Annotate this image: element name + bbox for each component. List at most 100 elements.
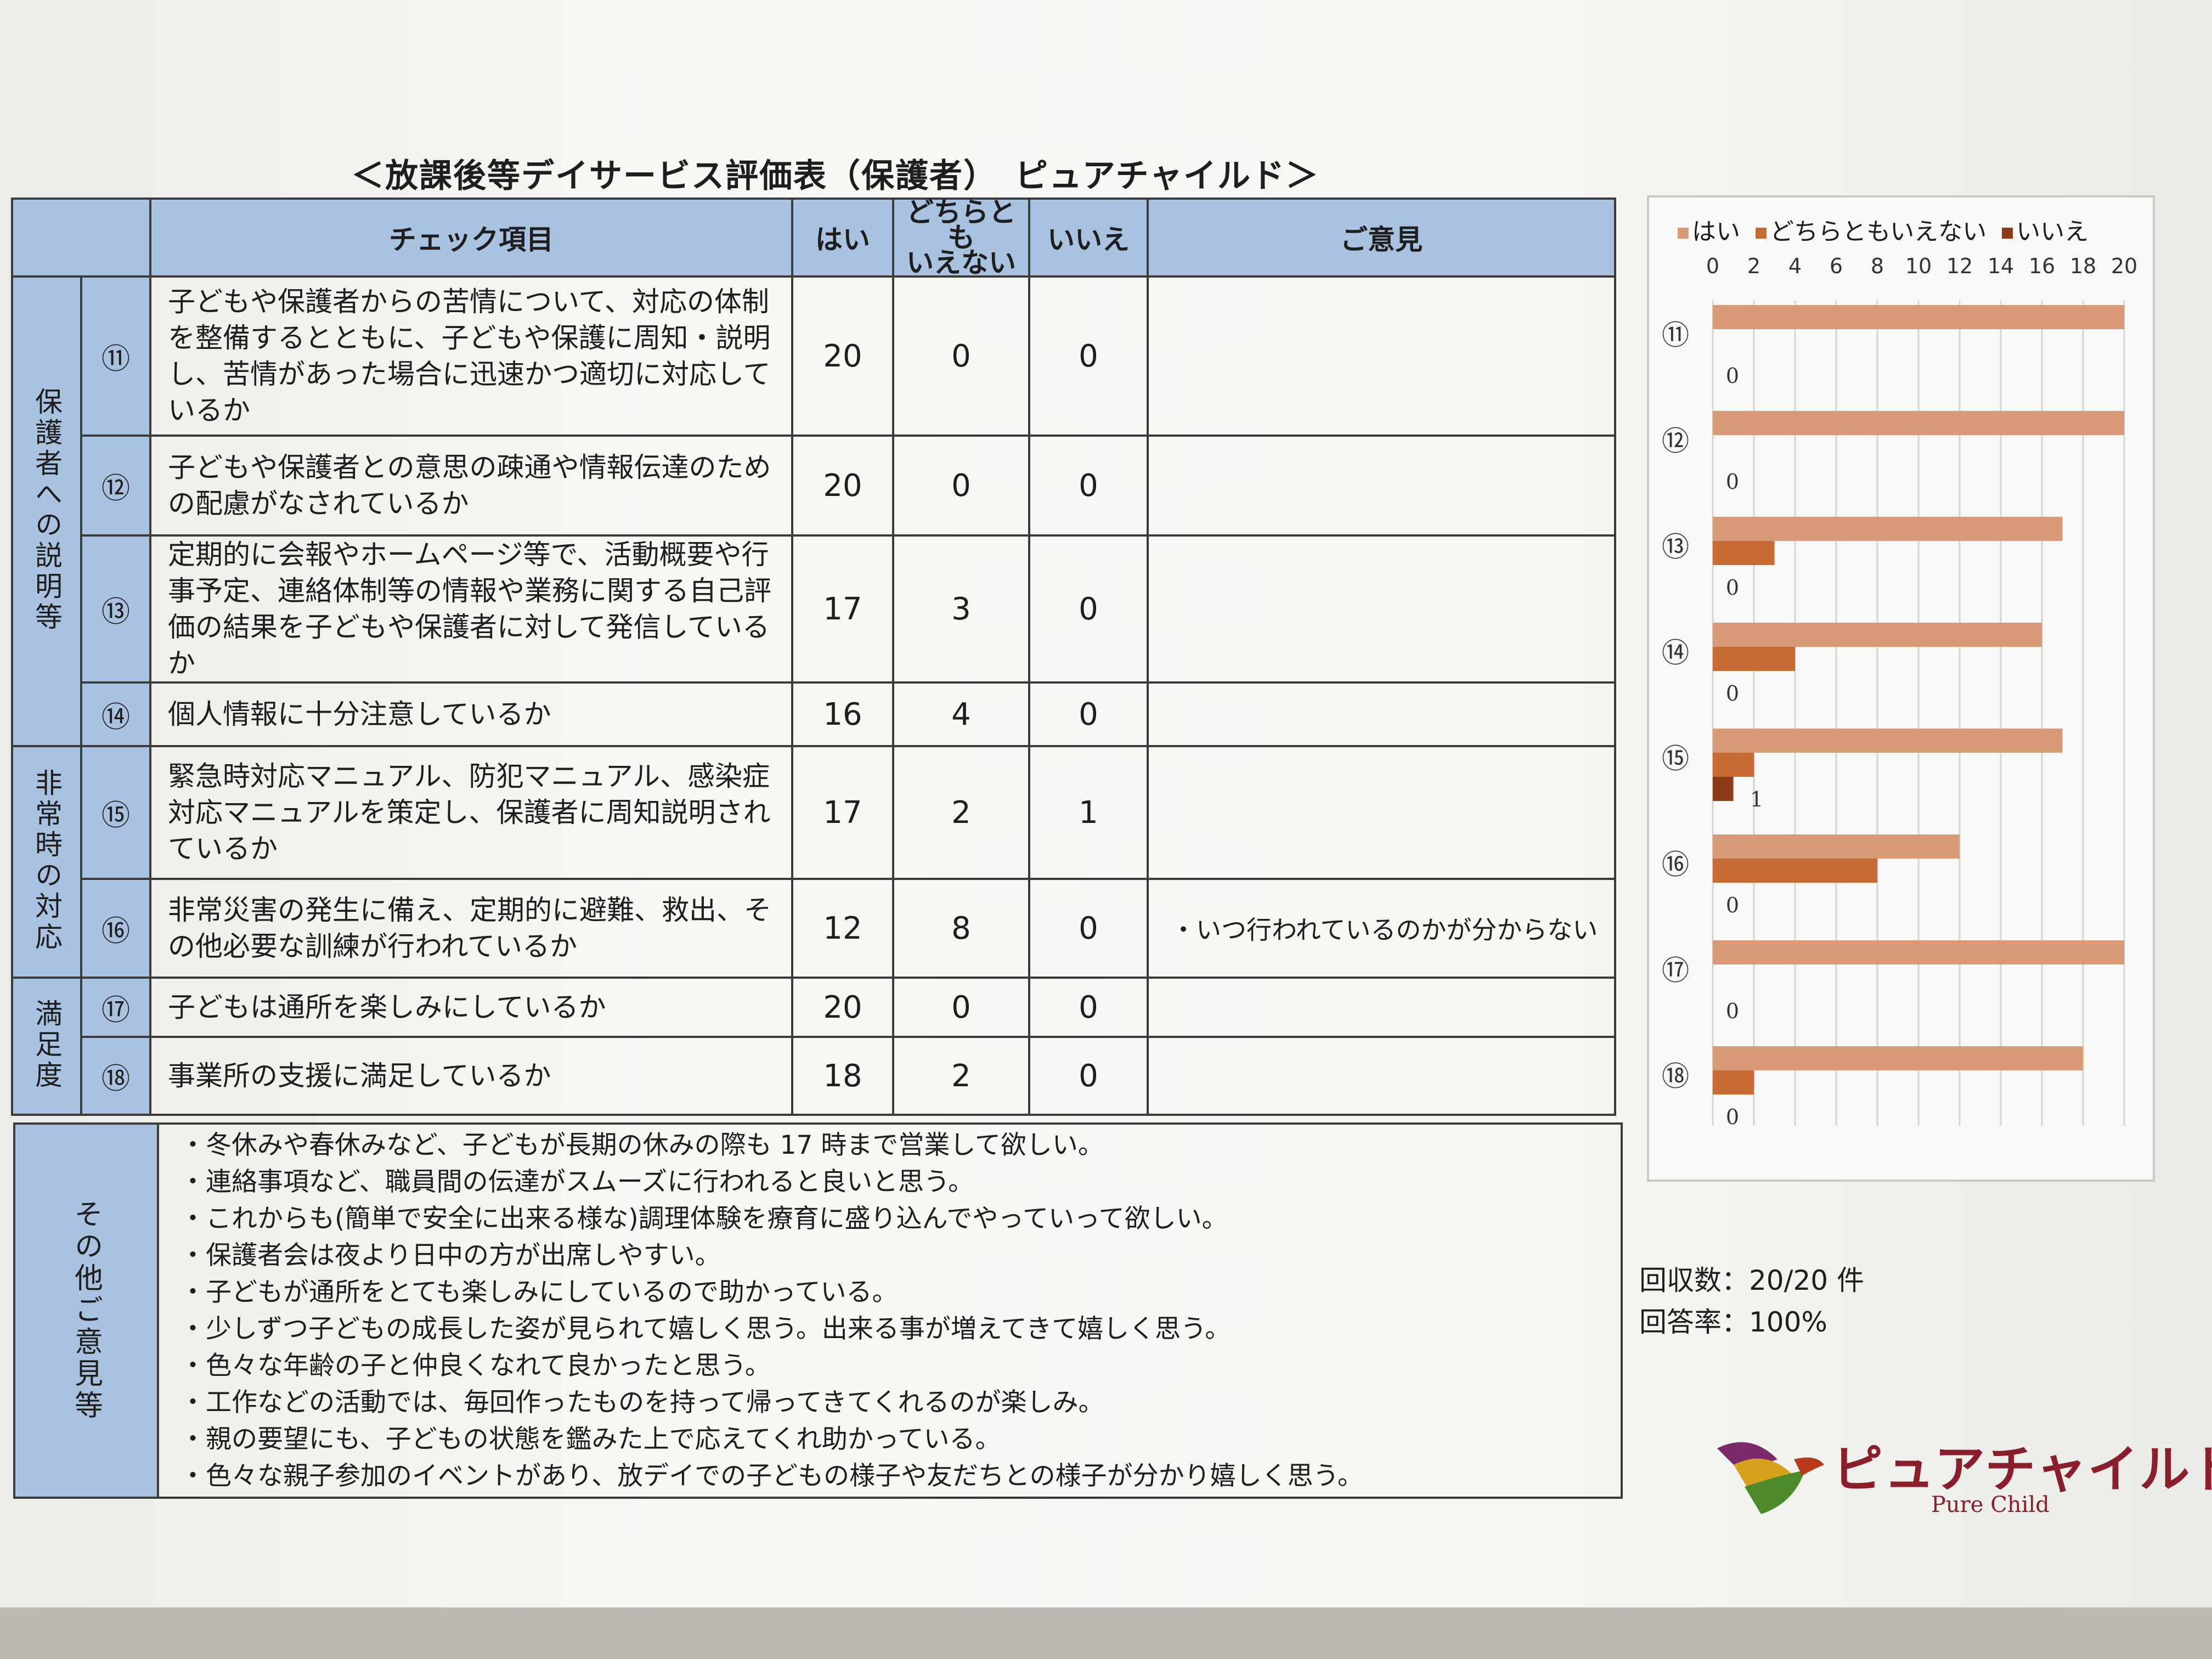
opinion-cell bbox=[1147, 977, 1616, 1038]
category-label: 保護者への説明等 bbox=[31, 387, 63, 633]
table-row: ⑯ 非常災害の発生に備え、定期的に避難、救出、その他必要な訓練が行われているか … bbox=[12, 878, 1616, 979]
bar-0 bbox=[1713, 729, 2063, 753]
other-opinions-box: その他ご意見等 ・冬休みや春休みなど、子どもが長期の休みの際も 17 時まで営業… bbox=[13, 1122, 1623, 1499]
category-label: ⑱ bbox=[1662, 1060, 1689, 1092]
yes-count: 12 bbox=[791, 878, 894, 979]
check-item-text: 子どもは通所を楽しみにしているか bbox=[149, 977, 793, 1038]
no-count: 0 bbox=[1028, 878, 1149, 979]
opinion-cell bbox=[1147, 1036, 1616, 1116]
data-label: 0 bbox=[1726, 999, 1739, 1023]
category-cell: 保護者への説明等 bbox=[11, 275, 82, 747]
category-label: ⑮ bbox=[1662, 743, 1689, 775]
other-opinions-label-cell: その他ご意見等 bbox=[15, 1125, 159, 1497]
row-number: ⑪ bbox=[80, 275, 151, 437]
data-label: 0 bbox=[1726, 681, 1739, 706]
bar-0 bbox=[1713, 940, 2124, 964]
check-item-text: 定期的に会報やホームページ等で、活動概要や行事予定、連絡体制等の情報や業務に関す… bbox=[149, 534, 793, 684]
check-item-text: 個人情報に十分注意しているか bbox=[149, 681, 793, 747]
neither-count: 0 bbox=[892, 977, 1030, 1038]
row-number: ⑱ bbox=[80, 1036, 151, 1116]
yes-count: 20 bbox=[791, 275, 894, 437]
check-item-text: 子どもや保護者からの苦情について、対応の体制を整備するとともに、子どもや保護に周… bbox=[149, 275, 793, 437]
no-count: 0 bbox=[1028, 1036, 1149, 1116]
legend-swatch-yes bbox=[1678, 228, 1689, 239]
header-blank bbox=[11, 198, 151, 278]
other-opinions-list: ・冬休みや春休みなど、子どもが長期の休みの際も 17 時まで営業して欲しい。 ・… bbox=[180, 1127, 1363, 1494]
category-label: ⑫ bbox=[1662, 425, 1689, 457]
table-surface bbox=[0, 1607, 2212, 1659]
chart-frame bbox=[1647, 195, 2155, 1182]
bar-0 bbox=[1713, 305, 2124, 329]
bar-0 bbox=[1713, 834, 1960, 859]
no-count: 0 bbox=[1028, 977, 1149, 1038]
x-tick-label: 2 bbox=[1747, 254, 1760, 278]
bar-1 bbox=[1713, 859, 1877, 883]
x-tick-label: 12 bbox=[1946, 254, 1973, 278]
category-label: 満足度 bbox=[31, 999, 63, 1091]
category-label: 非常時の対応 bbox=[31, 769, 63, 953]
x-tick-label: 18 bbox=[2070, 254, 2096, 278]
opinion-cell bbox=[1147, 681, 1616, 747]
header-neither: どちらとも いえない bbox=[892, 198, 1030, 278]
pure-child-logo: ピュアチャイルド Pure Child bbox=[1712, 1426, 2212, 1525]
yes-count: 20 bbox=[791, 435, 894, 537]
no-count: 0 bbox=[1028, 435, 1149, 537]
legend-swatch-neither bbox=[1755, 228, 1767, 239]
check-item-text: 非常災害の発生に備え、定期的に避難、救出、その他必要な訓練が行われているか bbox=[149, 878, 793, 979]
table-row: ⑭ 個人情報に十分注意しているか 16 4 0 bbox=[12, 681, 1616, 747]
opinion-cell bbox=[1147, 534, 1616, 684]
x-tick-label: 14 bbox=[1988, 254, 2014, 278]
list-item: ・子どもが通所をとても楽しみにしているので助かっている。 bbox=[180, 1277, 898, 1307]
document-title: ＜放課後等デイサービス評価表（保護者） ピュアチャイルド＞ bbox=[351, 157, 1319, 195]
table-header-row: チェック項目 はい どちらとも いえない いいえ ご意見 bbox=[11, 198, 1616, 278]
x-tick-label: 8 bbox=[1871, 254, 1884, 278]
no-count: 0 bbox=[1028, 534, 1149, 684]
opinion-cell bbox=[1147, 745, 1616, 880]
list-item: ・親の要望にも、子どもの状態を鑑みた上で応えてくれ助かっている。 bbox=[180, 1424, 1001, 1454]
bar-1 bbox=[1713, 647, 1795, 671]
header-opinion: ご意見 bbox=[1147, 198, 1616, 278]
neither-count: 4 bbox=[892, 681, 1030, 747]
legend-label-no: いいえ bbox=[2016, 218, 2089, 246]
bar-0 bbox=[1713, 517, 2063, 541]
check-item-text: 子どもや保護者との意思の疎通や情報伝達のための配慮がなされているか bbox=[149, 435, 793, 537]
table-row: ⑬ 定期的に会報やホームページ等で、活動概要や行事予定、連絡体制等の情報や業務に… bbox=[12, 534, 1616, 684]
category-label: ⑰ bbox=[1662, 955, 1689, 986]
x-tick-label: 10 bbox=[1905, 254, 1932, 278]
table-row: 保護者への説明等 ⑪ 子どもや保護者からの苦情について、対応の体制を整備するとと… bbox=[11, 275, 1616, 747]
category-label: ⑯ bbox=[1662, 849, 1689, 881]
no-count: 0 bbox=[1028, 275, 1149, 437]
list-item: ・色々な年齢の子と仲良くなれて良かったと思う。 bbox=[180, 1351, 771, 1381]
bar-0 bbox=[1713, 1046, 2083, 1070]
category-cell: 満足度 bbox=[11, 977, 82, 1116]
table-row: ⑫ 子どもや保護者との意思の疎通や情報伝達のための配慮がなされているか 20 0… bbox=[12, 435, 1616, 537]
x-tick-label: 16 bbox=[2029, 254, 2055, 278]
table-row: ⑱ 事業所の支援に満足しているか 18 2 0 bbox=[12, 1036, 1616, 1116]
x-tick-label: 6 bbox=[1830, 254, 1843, 278]
logo-text-en: Pure Child bbox=[1931, 1492, 2050, 1517]
check-item-text: 緊急時対応マニュアル、防犯マニュアル、感染症対応マニュアルを策定し、保護者に周知… bbox=[149, 745, 793, 880]
yes-count: 18 bbox=[791, 1036, 894, 1116]
list-item: ・工作などの活動では、毎回作ったものを持って帰ってきてくれるのが楽しみ。 bbox=[180, 1387, 1104, 1418]
list-item: ・色々な親子参加のイベントがあり、放デイでの子どもの様子や友だちとの様子が分かり… bbox=[180, 1461, 1363, 1491]
data-label: 1 bbox=[1750, 787, 1763, 811]
list-item: ・冬休みや春休みなど、子どもが長期の休みの際も 17 時まで営業して欲しい。 bbox=[180, 1130, 1104, 1160]
header-yes: はい bbox=[791, 198, 894, 278]
list-item: ・少しずつ子どもの成長した姿が見られて嬉しく思う。出来る事が増えてきて嬉しく思う… bbox=[180, 1314, 1231, 1344]
category-label: ⑬ bbox=[1662, 531, 1689, 563]
legend-label-yes: はい bbox=[1692, 218, 1740, 246]
neither-count: 2 bbox=[892, 745, 1030, 880]
data-label: 0 bbox=[1726, 470, 1739, 494]
category-cell: 非常時の対応 bbox=[11, 745, 82, 979]
neither-count: 3 bbox=[892, 534, 1030, 684]
row-number: ⑬ bbox=[80, 534, 151, 684]
list-item: ・保護者会は夜より日中の方が出席しやすい。 bbox=[180, 1240, 721, 1271]
yes-count: 20 bbox=[791, 977, 894, 1038]
other-opinions-label: その他ご意見等 bbox=[69, 1199, 103, 1422]
list-item: ・連絡事項など、職員間の伝達がスムーズに行われると良いと思う。 bbox=[180, 1167, 974, 1197]
response-stats: 回収数：20/20 件 回答率：100% bbox=[1639, 1260, 1864, 1343]
neither-count: 0 bbox=[892, 275, 1030, 437]
data-label: 0 bbox=[1726, 575, 1739, 600]
opinion-cell bbox=[1147, 435, 1616, 537]
